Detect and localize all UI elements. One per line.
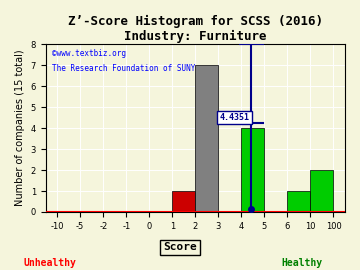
Text: Score: Score <box>163 242 197 252</box>
Bar <box>287 191 310 212</box>
Bar <box>172 191 195 212</box>
Bar <box>310 170 333 212</box>
Bar <box>195 65 219 212</box>
Title: Z’-Score Histogram for SCSS (2016)
Industry: Furniture: Z’-Score Histogram for SCSS (2016) Indus… <box>68 15 323 43</box>
Bar <box>241 128 264 212</box>
Text: Unhealthy: Unhealthy <box>24 258 77 268</box>
Text: Healthy: Healthy <box>282 258 323 268</box>
Text: 4.4351: 4.4351 <box>220 113 249 122</box>
Text: The Research Foundation of SUNY: The Research Foundation of SUNY <box>51 65 195 73</box>
Y-axis label: Number of companies (15 total): Number of companies (15 total) <box>15 50 25 207</box>
Text: ©www.textbiz.org: ©www.textbiz.org <box>51 49 126 58</box>
